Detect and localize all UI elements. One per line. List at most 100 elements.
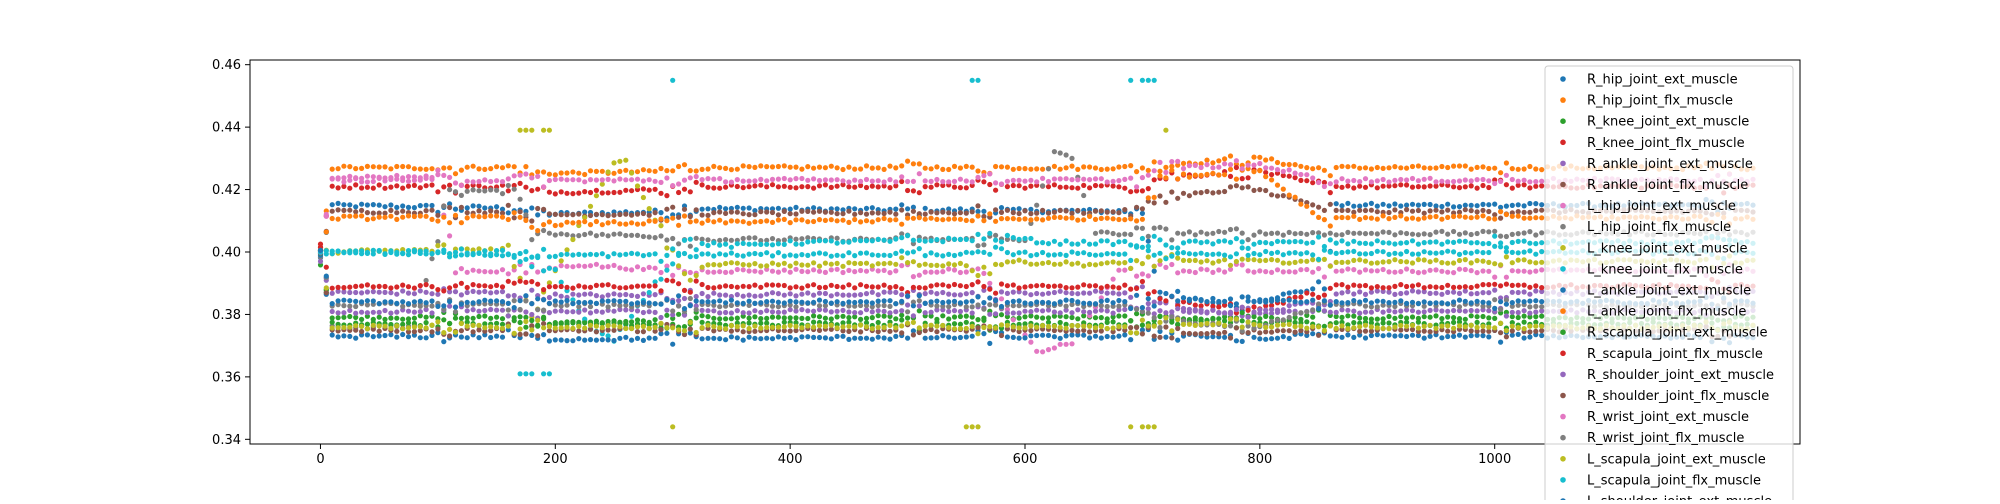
data-point <box>1451 319 1457 325</box>
data-point <box>746 310 752 316</box>
data-point <box>1116 303 1122 309</box>
data-point <box>523 212 529 218</box>
data-point <box>552 298 558 304</box>
data-point <box>1075 316 1081 322</box>
data-point <box>1274 159 1281 166</box>
data-point <box>1057 207 1063 213</box>
data-point <box>1486 229 1492 235</box>
data-point <box>1362 309 1369 315</box>
data-point <box>452 180 459 186</box>
data-point <box>1509 309 1515 315</box>
data-point <box>1415 319 1421 325</box>
data-point <box>376 175 382 181</box>
data-point <box>1198 240 1204 246</box>
data-point <box>452 171 459 177</box>
data-point <box>1122 251 1128 257</box>
data-point <box>740 283 746 289</box>
data-point <box>1509 314 1515 320</box>
data-point <box>1045 241 1052 247</box>
data-point <box>1451 239 1457 245</box>
data-point <box>1368 268 1374 274</box>
data-point <box>1122 324 1128 330</box>
data-point <box>1169 335 1175 341</box>
data-point <box>1016 206 1022 212</box>
data-point <box>805 252 811 258</box>
data-point <box>1509 249 1515 255</box>
data-point <box>605 213 611 219</box>
data-point <box>969 250 975 256</box>
data-point <box>1339 214 1345 221</box>
data-point <box>1362 184 1369 190</box>
data-point <box>928 313 934 319</box>
data-point <box>411 205 417 211</box>
data-point <box>1239 166 1245 172</box>
data-point <box>963 291 969 297</box>
data-point <box>488 166 494 172</box>
data-point <box>1069 323 1075 329</box>
data-point <box>370 284 376 290</box>
data-point <box>893 333 899 339</box>
data-point <box>746 251 752 257</box>
data-point <box>1145 273 1151 279</box>
data-point <box>494 320 500 326</box>
data-point <box>564 309 570 315</box>
data-point <box>1380 165 1386 171</box>
data-point <box>717 251 723 257</box>
data-point <box>728 334 735 340</box>
data-point <box>846 328 852 334</box>
data-point <box>1051 289 1057 296</box>
data-point <box>394 172 400 179</box>
data-point <box>1533 232 1539 238</box>
data-point <box>652 309 658 315</box>
data-point <box>535 322 541 328</box>
data-point <box>1034 166 1040 172</box>
data-point <box>728 323 735 329</box>
data-point <box>699 251 705 257</box>
data-point <box>1415 325 1421 331</box>
data-point <box>664 267 670 273</box>
data-point <box>816 323 823 329</box>
data-point <box>799 208 805 214</box>
data-point <box>511 210 517 216</box>
data-point <box>447 204 453 211</box>
data-point <box>822 307 829 313</box>
data-point <box>353 209 359 215</box>
data-point <box>1210 307 1216 313</box>
data-point <box>740 293 746 299</box>
data-point <box>957 321 964 327</box>
data-point <box>840 207 846 213</box>
data-point <box>370 202 376 208</box>
data-point <box>928 322 934 328</box>
data-point <box>1110 310 1116 316</box>
data-point <box>1456 178 1463 184</box>
data-point <box>441 214 447 220</box>
data-point <box>1333 320 1339 326</box>
data-point <box>388 202 394 208</box>
data-point <box>764 178 770 184</box>
data-point <box>734 166 740 172</box>
data-point <box>629 170 635 176</box>
data-point <box>476 283 482 289</box>
data-point <box>417 313 423 319</box>
data-point <box>681 287 688 293</box>
data-point <box>928 166 934 172</box>
data-point <box>699 281 705 288</box>
data-point <box>1409 215 1416 221</box>
data-point <box>869 309 875 315</box>
data-point <box>846 309 852 315</box>
data-point <box>1175 337 1181 343</box>
data-point <box>599 181 605 187</box>
data-point <box>852 324 858 330</box>
data-point <box>711 335 717 341</box>
data-point <box>869 178 875 184</box>
data-point <box>1415 332 1421 339</box>
data-point <box>1468 307 1474 314</box>
data-point <box>740 178 746 184</box>
data-point <box>1040 349 1046 355</box>
data-point <box>1157 308 1163 314</box>
data-point <box>1098 335 1104 341</box>
data-point <box>1216 164 1222 170</box>
data-point <box>1404 240 1410 246</box>
data-point <box>587 337 594 343</box>
data-point <box>740 262 746 268</box>
